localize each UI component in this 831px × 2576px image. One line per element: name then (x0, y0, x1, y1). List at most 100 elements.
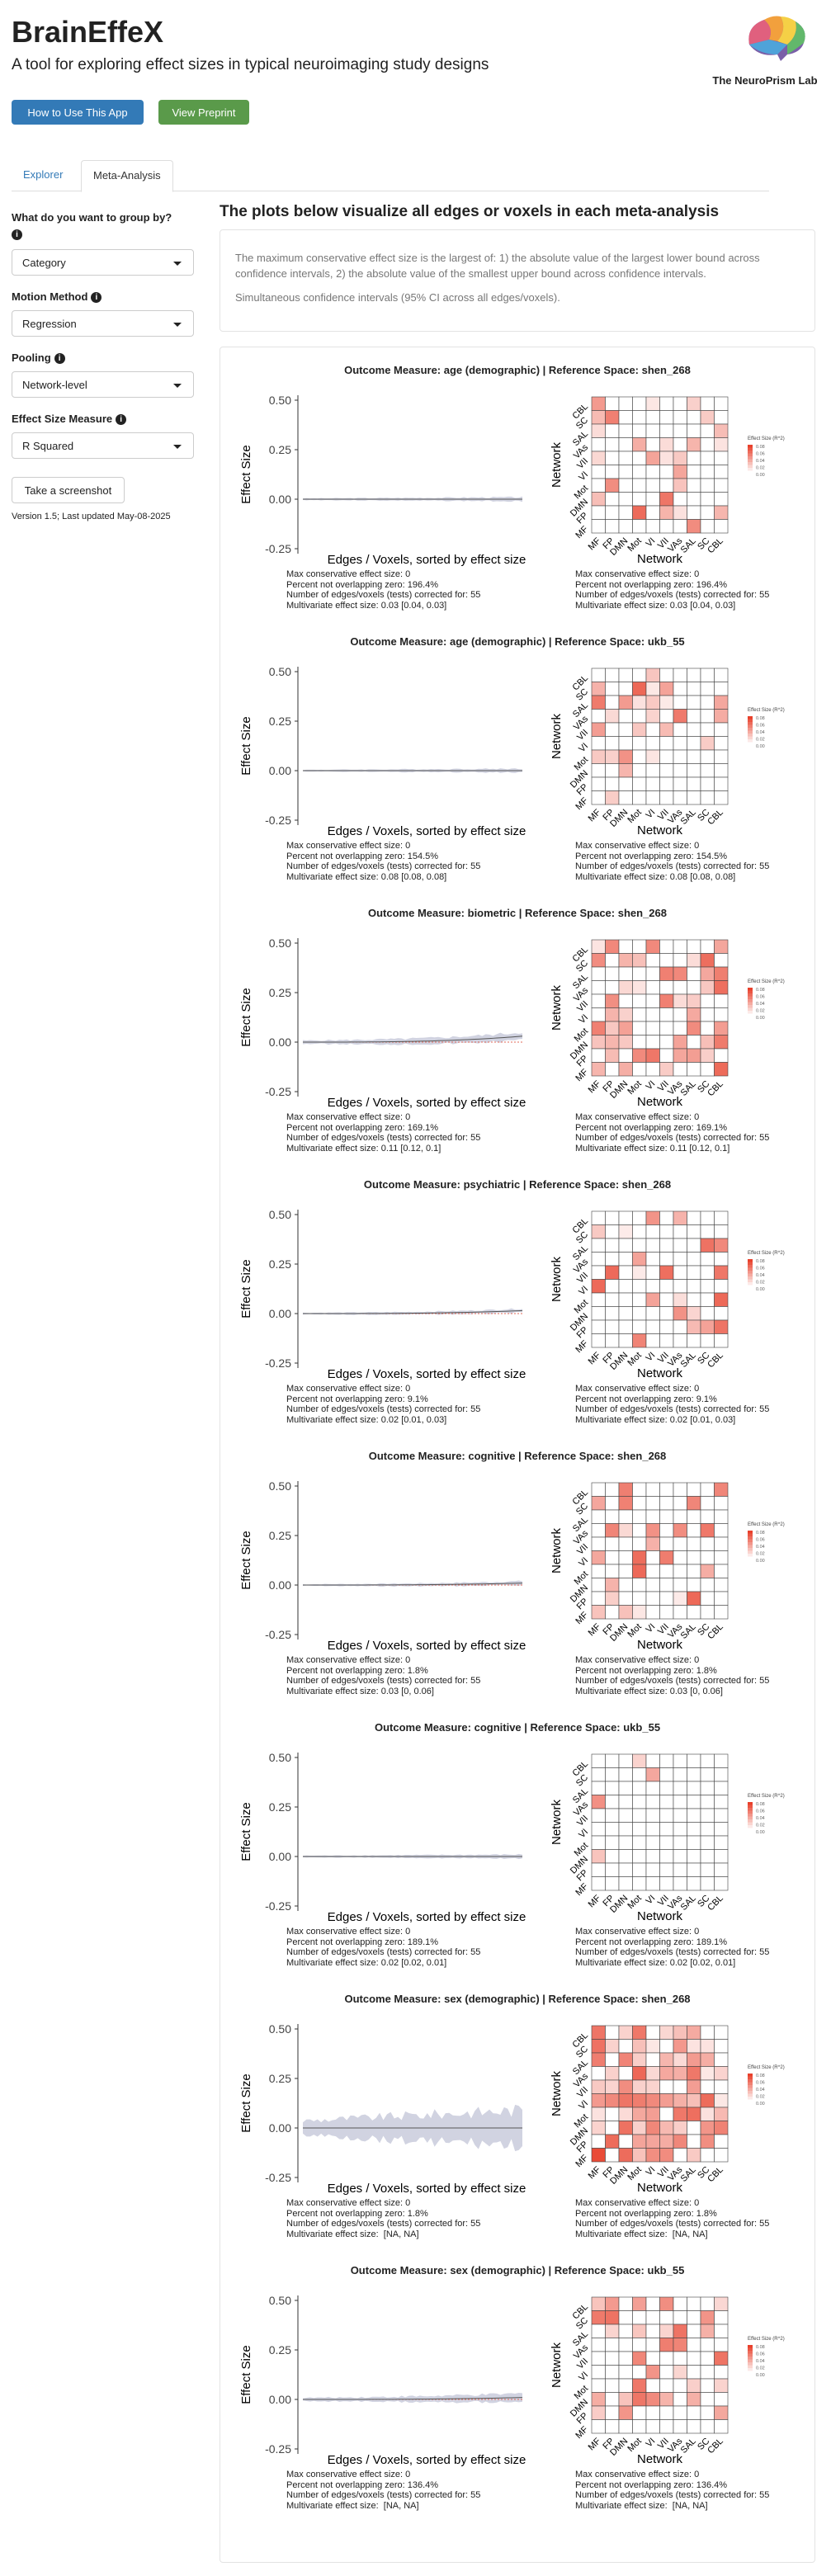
heatmap-cell (714, 1333, 729, 1348)
motion-method-select[interactable]: Regression (12, 310, 194, 337)
heatmap-cell (700, 1523, 715, 1538)
heatmap-cell (645, 519, 660, 534)
heatmap-cell (700, 2148, 715, 2163)
heatmap-cell (687, 2392, 701, 2407)
heatmap-cell (700, 966, 715, 981)
heatmap-cell (632, 2052, 647, 2067)
tab-explorer[interactable]: Explorer (23, 168, 64, 181)
group-by-select[interactable]: Category (12, 249, 194, 276)
heatmap-cell (673, 1509, 687, 1524)
legend-swatch (748, 724, 753, 728)
heatmap-cell (700, 790, 715, 805)
legend-swatch (748, 999, 753, 1003)
heatmap-cell (659, 2066, 674, 2081)
heatmap-cell (659, 722, 674, 737)
heatmap-cell (687, 2079, 701, 2094)
heatmap-cell (687, 1007, 701, 1022)
heatmap-cell (673, 396, 687, 411)
legend-tick-label: 0.06 (756, 995, 765, 1000)
heatmap-cell (605, 2079, 620, 2094)
heatmap-cell (618, 478, 633, 493)
heatmap-cell (714, 1238, 729, 1253)
heatmap-cell (591, 2338, 606, 2352)
heatmap-cell (714, 1210, 729, 1225)
legend-swatch (748, 739, 753, 743)
heatmap-cell (659, 1550, 674, 1565)
effect-size-stats: Max conservative effect size: 0 Percent … (286, 1384, 481, 1425)
legend-swatch (748, 468, 753, 471)
heatmap-cell (605, 1605, 620, 1620)
tab-meta-analysis[interactable]: Meta-Analysis (81, 160, 173, 192)
info-icon[interactable]: i (116, 414, 127, 426)
heatmap-cell (700, 1835, 715, 1850)
heatmap-cell (673, 1279, 687, 1294)
take-screenshot-button[interactable]: Take a screenshot (12, 477, 125, 503)
heatmap-cell (591, 1319, 606, 1334)
heatmap-cell (632, 790, 647, 805)
info-icon[interactable]: i (54, 353, 65, 365)
y-tick-label: -0.25 (265, 2442, 291, 2456)
heatmap-cell (618, 1252, 633, 1267)
app-subtitle: A tool for exploring effect sizes in typ… (12, 56, 489, 73)
legend-tick-label: 0.02 (756, 2366, 765, 2371)
y-tick-label: 0.50 (269, 1208, 291, 1221)
heatmap-cell (700, 423, 715, 438)
heatmap-cell (673, 790, 687, 805)
legend-swatch (748, 2076, 753, 2079)
heatmap-cell (659, 993, 674, 1008)
heatmap-cell (700, 2107, 715, 2121)
heatmap-cell (605, 2324, 620, 2338)
heatmap-cell (645, 1605, 660, 1620)
heatmap-cell (687, 2093, 701, 2108)
heatmap-cell (605, 763, 620, 778)
heatmap-cell (645, 953, 660, 968)
heatmap-cell (673, 2107, 687, 2121)
panel-title: Outcome Measure: sex (demographic) | Ref… (344, 1993, 691, 2005)
info-icon[interactable]: i (91, 292, 102, 304)
heatmap-cell (687, 1536, 701, 1551)
view-preprint-button[interactable]: View Preprint (158, 100, 249, 125)
pooling-select[interactable]: Network-level (12, 371, 194, 398)
heatmap-cell (673, 682, 687, 696)
heatmap-cell (645, 2148, 660, 2163)
legend-swatch (748, 2093, 753, 2097)
heatmap-cell (659, 2419, 674, 2434)
effect-size-value: R Squared (22, 440, 74, 452)
heatmap-cell (659, 1767, 674, 1782)
heatmap-cell (632, 2310, 647, 2325)
info-panel: The maximum conservative effect size is … (220, 229, 815, 332)
heatmap-cell (714, 492, 729, 507)
heatmap-cell (673, 423, 687, 438)
heatmap-cell (632, 1536, 647, 1551)
heatmap-cell (700, 722, 715, 737)
heatmap-cell (673, 1035, 687, 1050)
heatmap-cell (714, 1767, 729, 1782)
effect-size-select[interactable]: R Squared (12, 432, 194, 459)
heatmap-cell (645, 2419, 660, 2434)
heatmap-cell (618, 1822, 633, 1837)
heatmap-cell (645, 1835, 660, 1850)
heatmap-cell (687, 736, 701, 751)
heatmap-cell (687, 492, 701, 507)
heatmap-cell (673, 2025, 687, 2040)
heatmap-stats: Max conservative effect size: 0 Percent … (575, 2198, 770, 2239)
heatmap-cell (714, 749, 729, 764)
how-to-use-button[interactable]: How to Use This App (12, 100, 144, 125)
info-icon[interactable]: i (12, 229, 22, 240)
heatmap-cell (632, 451, 647, 465)
heatmap-cell (591, 1550, 606, 1565)
heatmap-cell (659, 682, 674, 696)
heatmap-cell (591, 2025, 606, 2040)
heatmap-cell (632, 1564, 647, 1578)
info-text-ci: Simultaneous confidence intervals (95% C… (235, 291, 560, 304)
heatmap-cell (591, 1781, 606, 1795)
heatmap-cell (591, 1333, 606, 1348)
heatmap-cell (645, 1319, 660, 1334)
y-tick-label: 0.25 (269, 1529, 291, 1542)
y-tick-label: -0.25 (265, 1628, 291, 1641)
heatmap-cell (714, 2121, 729, 2135)
heatmap-cell (618, 451, 633, 465)
heatmap-cell (591, 2107, 606, 2121)
heatmap-cell (687, 1224, 701, 1239)
heatmap-cell (605, 437, 620, 452)
